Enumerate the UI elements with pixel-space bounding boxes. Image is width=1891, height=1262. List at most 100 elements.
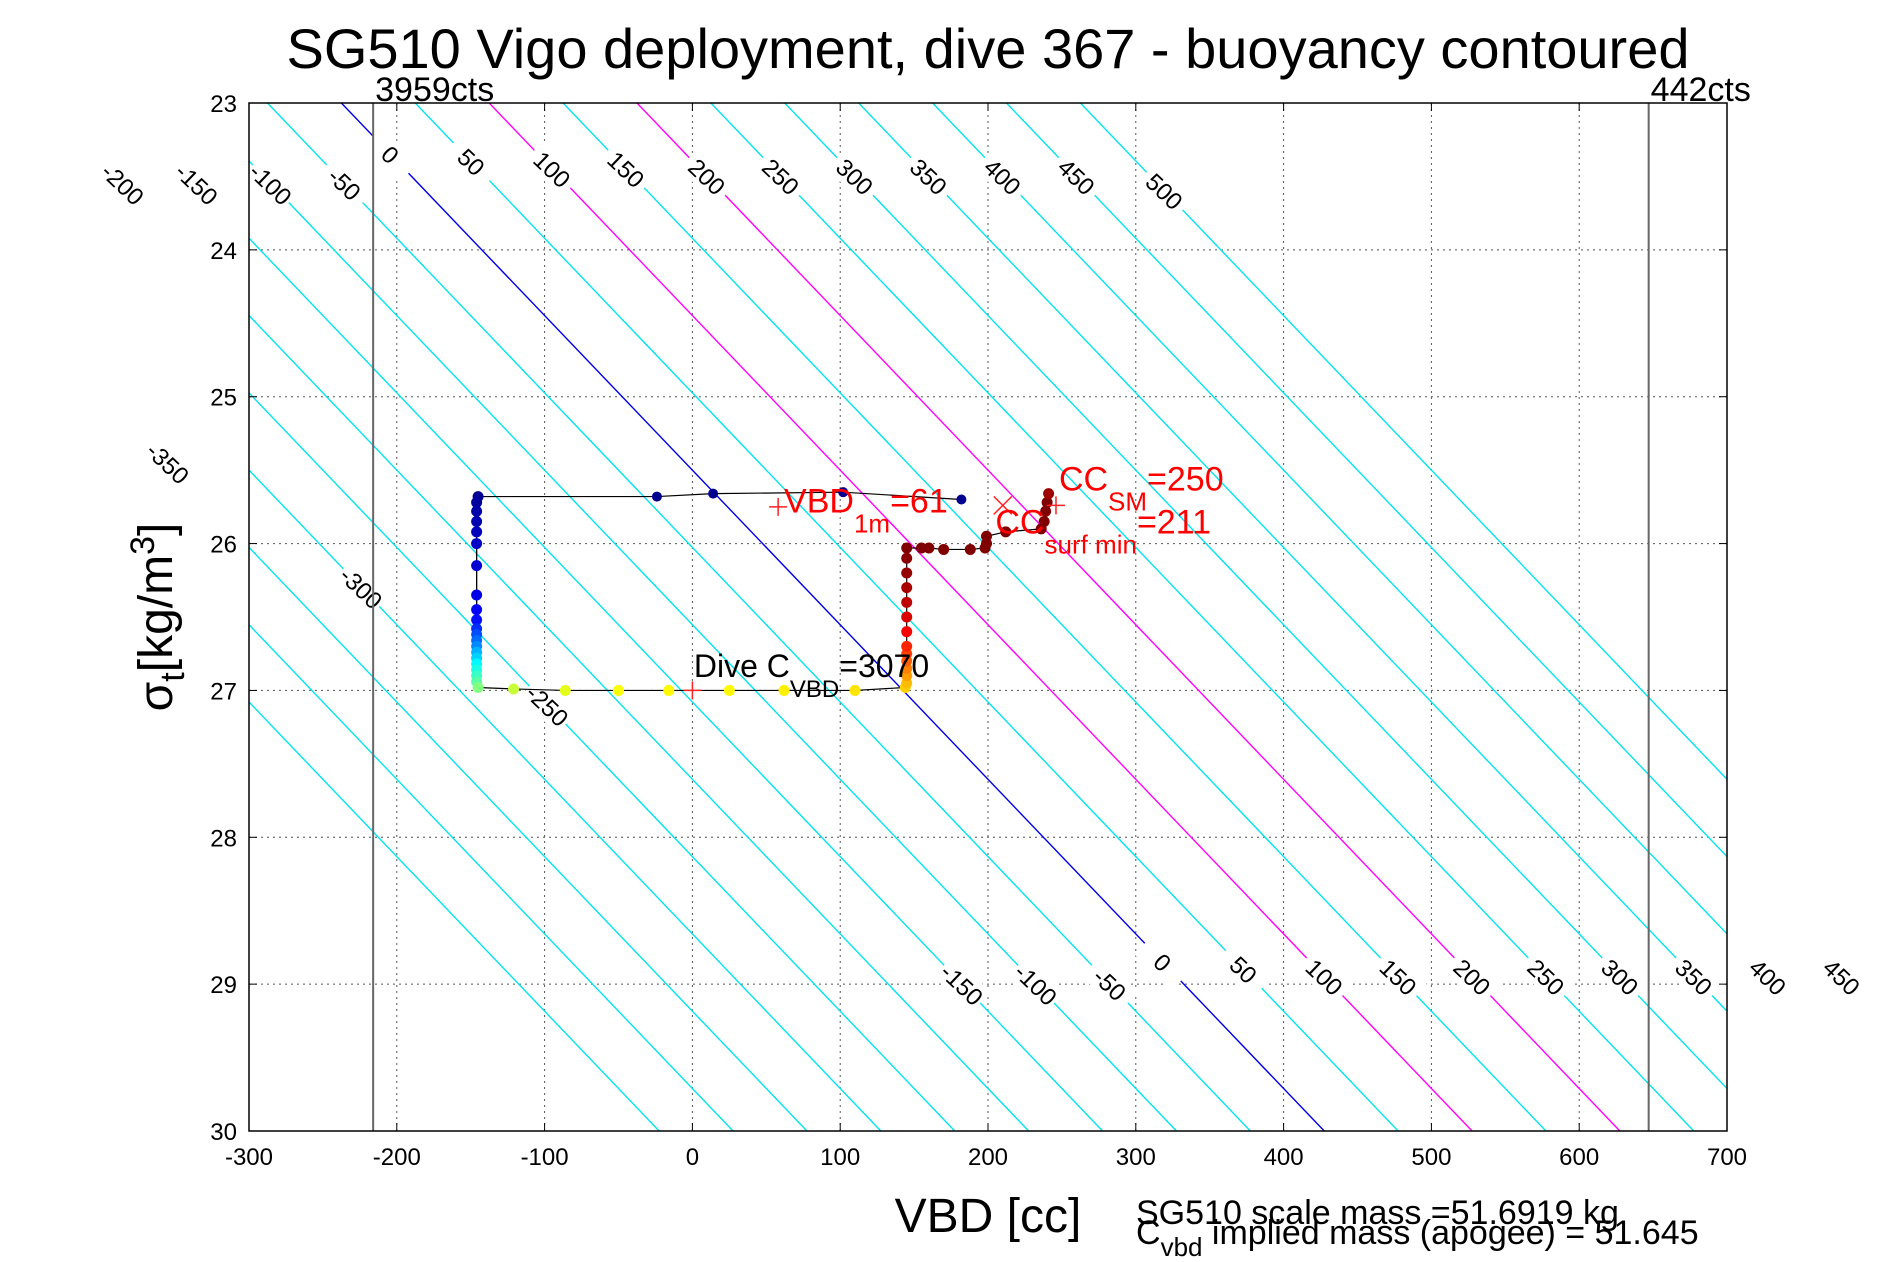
contour-label-bg: [597, 140, 655, 198]
data-point: [956, 494, 967, 505]
data-point: [471, 496, 483, 508]
contour-label-bg: [974, 148, 1032, 205]
annotation-ccsurf: CCsurf min=211: [995, 503, 1211, 559]
contour-label-bg: [94, 155, 152, 212]
footer-implied-post: implied mass (apogee) = 51.645: [1202, 1214, 1698, 1252]
dive-series: [471, 487, 1055, 696]
contour-label-bg: [139, 434, 197, 491]
contour-line: [1005, 103, 1727, 858]
y-label-close: ]: [130, 523, 183, 536]
data-point: [663, 684, 675, 696]
data-point: [981, 530, 993, 542]
annotation-part: VBD: [790, 676, 839, 703]
contour-label: -150: [169, 158, 222, 211]
annotation-part: surf min: [1044, 529, 1136, 559]
data-point: [613, 684, 624, 696]
contour-label-bg: [1215, 941, 1273, 998]
annotation-part: CC: [1059, 461, 1108, 499]
data-point: [901, 626, 913, 638]
y-tick-label: 27: [210, 678, 237, 705]
data-point: [901, 640, 913, 652]
contour-label-bg: [0, 309, 4, 367]
contour-label-bg: [168, 155, 226, 212]
contour-label: -350: [140, 438, 193, 491]
reference-markers: [683, 495, 1065, 700]
contour-label-bg: [1136, 163, 1194, 220]
data-point: [471, 538, 483, 550]
contour-line: [249, 314, 1030, 1131]
data-point: [472, 681, 484, 693]
plot-frame: [248, 102, 1728, 1132]
y-label-sub: t: [154, 672, 192, 682]
data-point: [708, 488, 719, 499]
x-tick-label: 600: [1559, 1144, 1599, 1171]
y-label-sigma: σ: [130, 682, 183, 712]
contour-label-bg: [1048, 148, 1106, 205]
data-point: [964, 543, 976, 555]
chart-title: SG510 Vigo deployment, dive 367 - buoyan…: [286, 17, 1689, 80]
data-point: [651, 491, 662, 502]
footer-implied-pre: C: [1136, 1214, 1161, 1252]
x-tick-label: 400: [1264, 1144, 1304, 1171]
data-point: [1043, 488, 1055, 500]
contour-line: [266, 103, 1251, 1131]
y-tick-label: 29: [210, 972, 237, 999]
contour-line: [932, 103, 1727, 935]
contour-label-bg: [442, 133, 500, 190]
contour-label-bg: [1591, 948, 1649, 1005]
annotation-part: =211: [1137, 503, 1211, 541]
contour-line: [249, 546, 808, 1131]
x-tick-label: 500: [1411, 1144, 1451, 1171]
x-tick-label: 200: [968, 1144, 1008, 1171]
contour-label-bg: [826, 148, 884, 205]
y-axis-ticks: 23 24 25 26 27 28 29 30: [210, 91, 1727, 1146]
x-tick-label: -300: [225, 1144, 273, 1171]
cross-marker: [993, 495, 1013, 515]
data-point: [849, 684, 861, 696]
svg-text:σt[kg/m3]: σt[kg/m3]: [124, 523, 192, 712]
data-point: [1000, 526, 1012, 538]
x-tick-label: 0: [686, 1144, 699, 1171]
annotation-part: =3070: [839, 648, 929, 684]
contour-label: -100: [1008, 959, 1061, 1012]
contour-line: [249, 469, 882, 1131]
data-point: [778, 684, 790, 696]
data-point: [1040, 505, 1052, 517]
y-tick-label: 30: [210, 1119, 237, 1146]
grid-lines: [249, 103, 1727, 1131]
contour-label-bg: [752, 148, 810, 205]
x-axis-label: VBD [cc]: [895, 1190, 1082, 1243]
contour-label-bg: [519, 677, 577, 734]
annotation-part: =61: [890, 483, 948, 521]
data-point: [1038, 516, 1050, 528]
data-point: [471, 589, 483, 601]
contour-label-bg: [523, 140, 581, 198]
contour-label-bg: [1443, 948, 1501, 1005]
annotation-cvbd: Dive CVBD=3070: [694, 648, 929, 703]
contour-label-bg: [1739, 948, 1797, 1005]
annotation-part: CC: [995, 503, 1044, 541]
data-point: [901, 596, 913, 608]
contour-label-bg: [900, 148, 958, 205]
footer-scale-mass: SG510 scale mass =51.6919 kg: [1136, 1194, 1619, 1232]
x-axis-ticks: -300 -200 -100 0 100 200 300 400 500 600 700: [225, 103, 1747, 1171]
data-point: [508, 683, 520, 695]
contour-label-bg: [332, 559, 390, 616]
y-tick-label: 23: [210, 91, 237, 118]
annotation-part: =250: [1147, 461, 1224, 499]
contour-label: -100: [243, 158, 296, 211]
data-point: [471, 614, 483, 626]
data-point: [838, 487, 849, 498]
data-point: [901, 542, 913, 554]
contour-label-bg: [1370, 948, 1427, 1005]
x-tick-label: 100: [820, 1144, 860, 1171]
x-tick-label: -200: [373, 1144, 421, 1171]
contour-line: [249, 701, 660, 1131]
annotation-ccsm: CCSM=250: [1059, 461, 1224, 517]
contour-line: [1079, 103, 1727, 781]
contour-label-bg: [1007, 956, 1065, 1013]
contour-line: [249, 159, 1177, 1131]
x-tick-label: 300: [1116, 1144, 1156, 1171]
contour-label-bg: [678, 148, 736, 205]
